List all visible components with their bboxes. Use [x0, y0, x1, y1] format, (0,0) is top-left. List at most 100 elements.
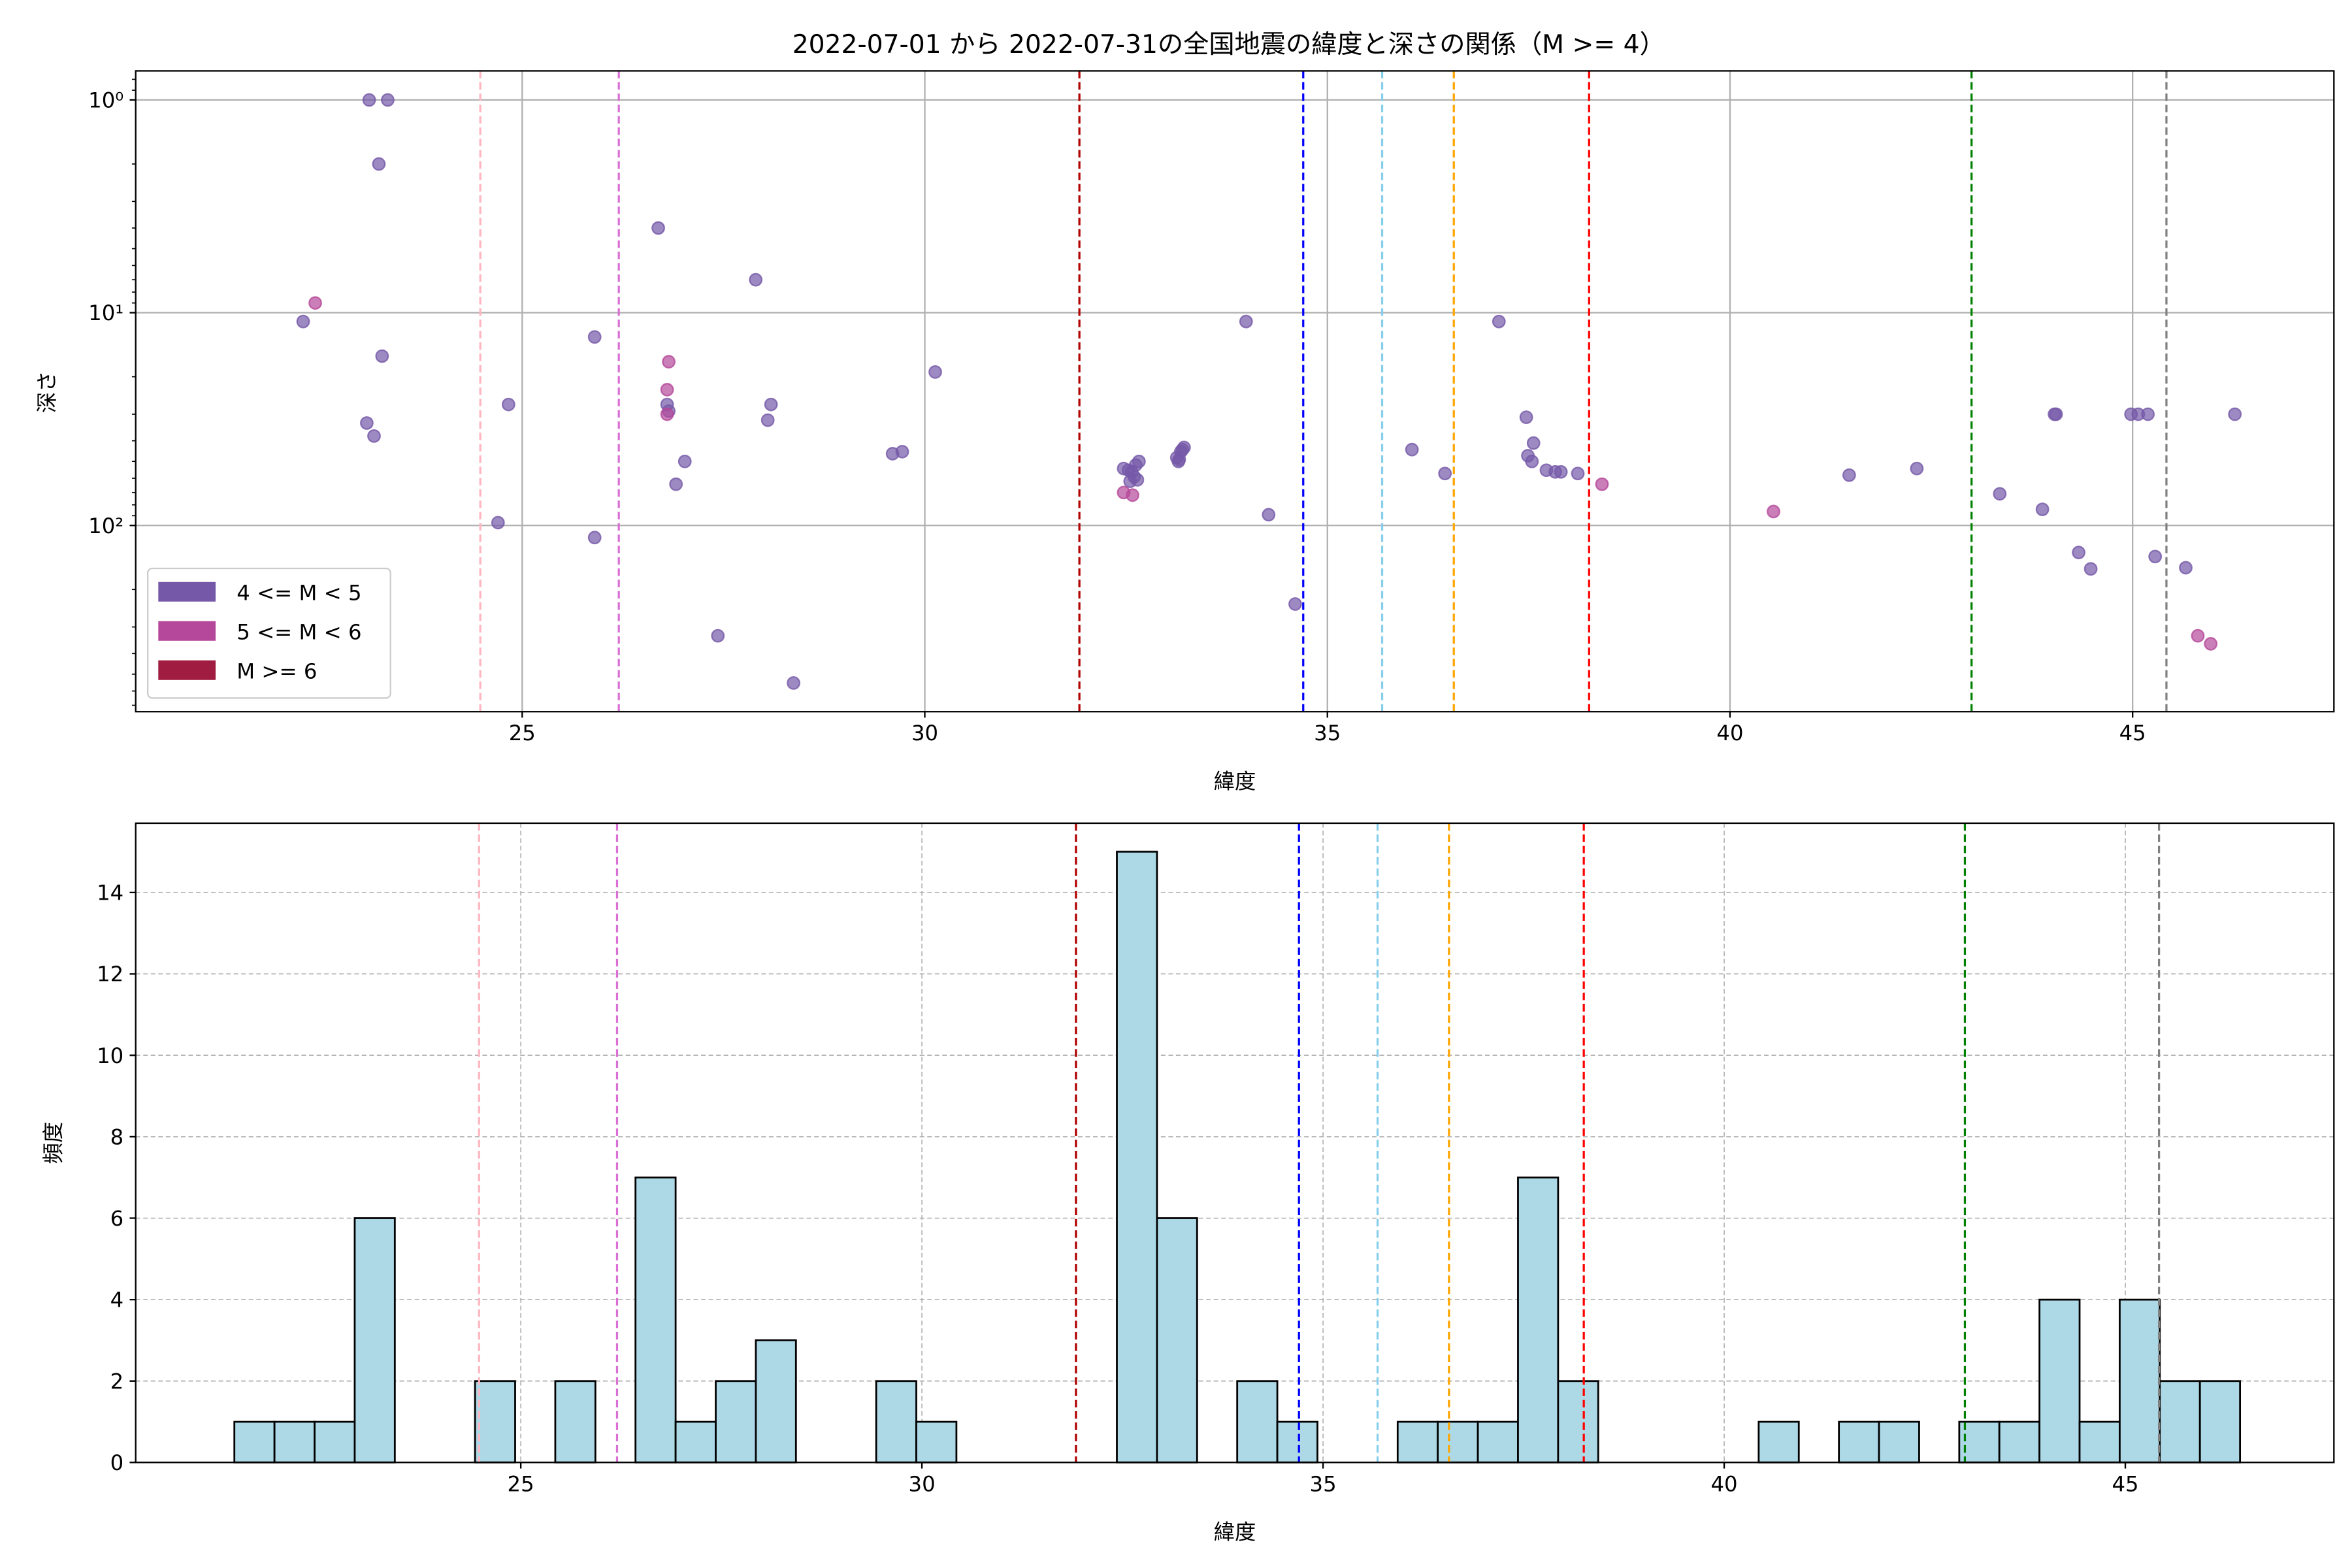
histogram-bar: [1156, 1217, 1198, 1463]
data-point: [660, 407, 674, 421]
data-point: [749, 272, 763, 287]
data-point: [660, 383, 674, 397]
top-y-axis-label: 深さ: [35, 371, 59, 414]
data-point: [2148, 549, 2163, 564]
y-tick-label: 10¹: [88, 301, 123, 325]
data-point: [1526, 436, 1541, 450]
histogram-bar: [2119, 1298, 2161, 1463]
data-point: [1842, 468, 1856, 482]
histogram-bar: [1757, 1420, 1800, 1463]
data-point: [1438, 466, 1452, 481]
x-tick-label: 40: [1711, 1471, 1738, 1496]
data-point: [1595, 477, 1609, 491]
x-tick-label: 30: [909, 1471, 936, 1496]
y-tick-label: 8: [110, 1124, 124, 1149]
data-point: [678, 454, 692, 468]
data-point: [1239, 314, 1253, 329]
data-point: [669, 477, 683, 491]
data-point: [764, 397, 778, 412]
data-point: [362, 93, 376, 107]
data-point: [491, 515, 505, 530]
data-point: [651, 221, 665, 235]
x-tick-label: 45: [2112, 1471, 2138, 1496]
scatter-plot: 25 30 35 40 45 10⁰ 10¹ 10² 4 <= M < 5 5 <= M < 6 M…: [88, 70, 2335, 745]
y-tick-label: 10²: [88, 514, 123, 538]
histogram-bar: [474, 1380, 516, 1463]
histogram-bar: [2159, 1380, 2201, 1463]
histogram-bar: [915, 1420, 958, 1463]
data-point: [1993, 487, 2007, 501]
data-point: [1910, 461, 1924, 476]
data-point: [2035, 502, 2050, 516]
data-point: [2141, 407, 2155, 421]
histogram-bar: [674, 1420, 717, 1463]
data-point: [2204, 637, 2218, 651]
chart-title: 2022-07-01 から 2022-07-31の全国地震の緯度と深さの関係（M…: [792, 30, 1665, 59]
y-tick-label: 14: [97, 880, 123, 905]
histogram-bar: [875, 1380, 917, 1463]
legend-label: 4 <= M < 5: [237, 580, 361, 605]
legend-swatch: [158, 660, 216, 680]
histogram-bar: [1998, 1420, 2041, 1463]
x-tick-label: 30: [911, 721, 938, 745]
histogram-bar: [634, 1176, 677, 1463]
histogram-bar: [554, 1380, 596, 1463]
data-point: [1288, 597, 1302, 611]
legend-swatch: [158, 581, 216, 602]
data-point: [711, 629, 725, 643]
histogram-plot: 25 30 35 40 45 0 2 4 6 8 10 12 14: [97, 822, 2335, 1496]
x-tick-label: 35: [1310, 1471, 1337, 1496]
histogram-bar: [2078, 1420, 2121, 1463]
histogram-bar: [1517, 1176, 1560, 1463]
top-x-axis-label: 緯度: [1214, 769, 1256, 794]
histogram-bar: [353, 1217, 396, 1463]
data-point: [367, 429, 381, 443]
data-point: [895, 444, 909, 459]
histogram-bar: [2198, 1380, 2242, 1463]
x-tick-label: 25: [508, 1471, 534, 1496]
data-point: [760, 413, 775, 427]
data-point: [381, 93, 395, 107]
legend-label: M >= 6: [237, 659, 317, 683]
data-point: [1132, 454, 1146, 468]
legend-label: 5 <= M < 6: [237, 619, 361, 644]
histogram-bar: [1396, 1420, 1439, 1463]
histogram-bar: [755, 1339, 797, 1463]
data-point: [1177, 440, 1191, 455]
data-point: [1123, 474, 1137, 489]
data-point: [1405, 442, 1419, 457]
data-point: [1525, 454, 1539, 468]
legend: 4 <= M < 5 5 <= M < 6 M >= 6: [146, 567, 391, 699]
data-point: [375, 349, 389, 363]
histogram-bar: [1437, 1420, 1479, 1463]
data-point: [308, 296, 322, 310]
data-point: [2083, 562, 2098, 576]
data-point: [587, 330, 602, 344]
y-tick-label: 2: [110, 1369, 124, 1394]
legend-swatch: [158, 621, 216, 641]
y-tick-label: 12: [97, 962, 123, 987]
data-point: [1262, 508, 1276, 522]
data-point: [296, 314, 310, 329]
x-tick-label: 25: [509, 721, 536, 745]
data-point: [1126, 488, 1139, 502]
x-tick-label: 35: [1314, 721, 1341, 745]
y-tick-label: 10: [97, 1043, 123, 1068]
data-point: [360, 416, 374, 430]
data-point: [501, 397, 515, 412]
histogram-bar: [233, 1420, 276, 1463]
y-tick-label: 6: [110, 1206, 124, 1231]
bottom-y-axis-label: 頻度: [41, 1122, 65, 1164]
data-point: [1767, 504, 1780, 519]
plot-frame: [135, 70, 2335, 713]
data-point: [1492, 314, 1506, 329]
histogram-bar: [1557, 1380, 1599, 1463]
data-point: [2049, 407, 2063, 421]
data-point: [2072, 546, 2086, 560]
y-tick-label: 4: [110, 1288, 124, 1313]
x-tick-label: 40: [1716, 721, 1743, 745]
data-point: [587, 531, 602, 545]
data-point: [1519, 410, 1533, 425]
histogram-bar: [1838, 1420, 1880, 1463]
